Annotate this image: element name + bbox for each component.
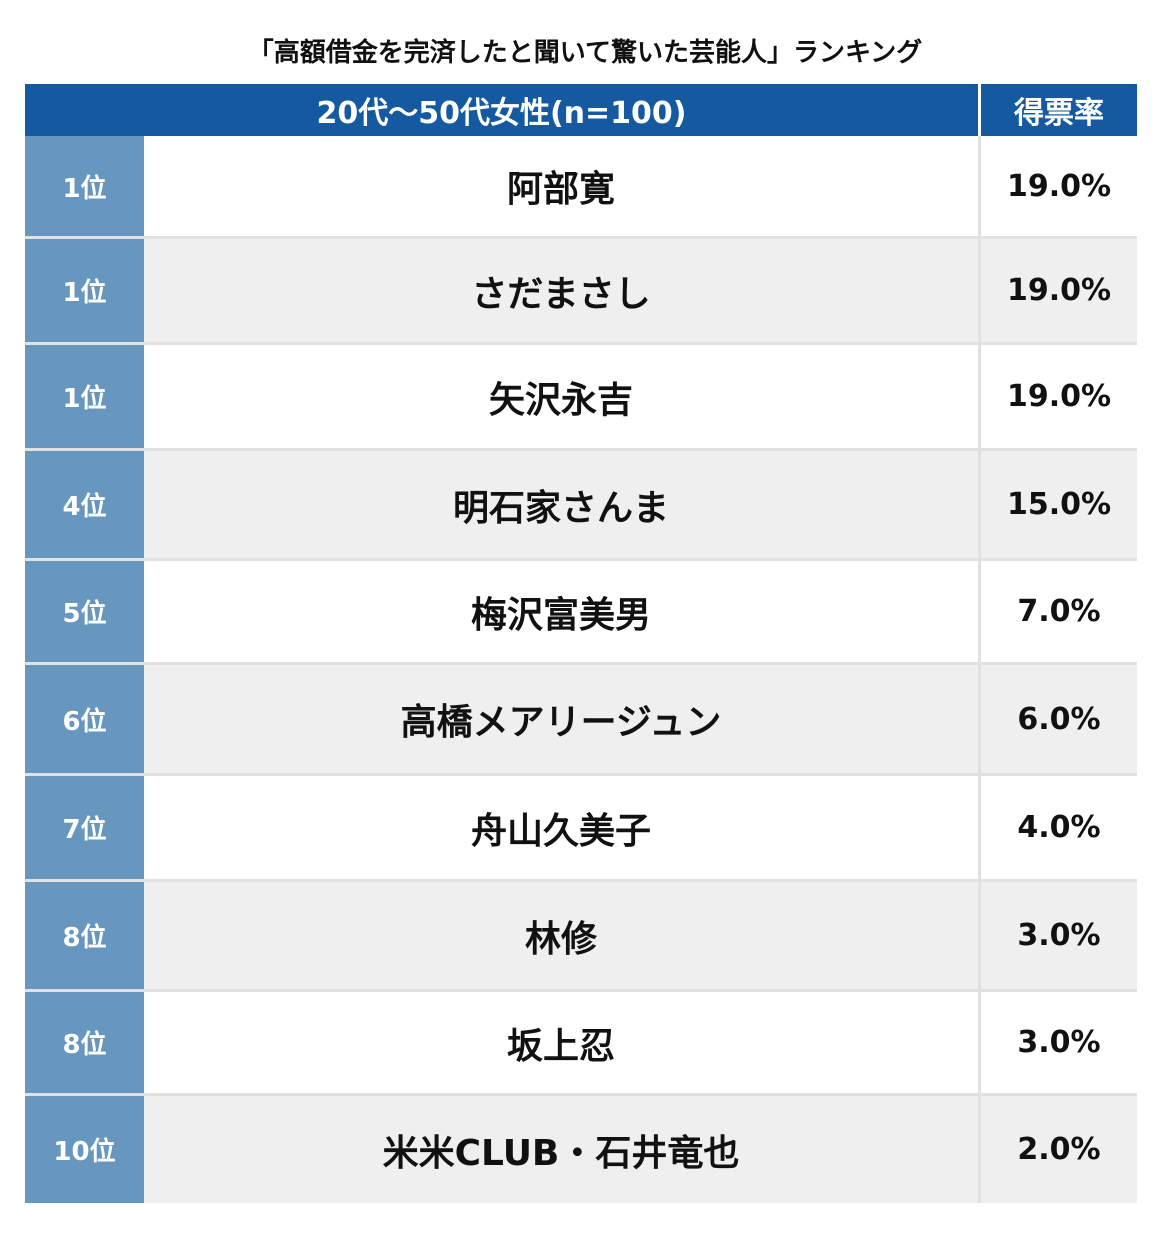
table-row: 6位 高橋メアリージュン 6.0% bbox=[25, 662, 1137, 773]
rank-cell: 8位 bbox=[25, 882, 144, 989]
table-row: 10位 米米CLUB・石井竜也 2.0% bbox=[25, 1093, 1137, 1203]
table-row: 1位 阿部寛 19.0% bbox=[25, 136, 1137, 236]
table-row: 7位 舟山久美子 4.0% bbox=[25, 773, 1137, 879]
rank-cell: 1位 bbox=[25, 136, 144, 236]
name-cell: 林修 bbox=[144, 882, 981, 989]
rank-cell: 1位 bbox=[25, 345, 144, 448]
name-cell: 明石家さんま bbox=[144, 451, 981, 558]
table-row: 8位 林修 3.0% bbox=[25, 879, 1137, 989]
share-cell: 19.0% bbox=[981, 239, 1137, 342]
share-cell: 6.0% bbox=[981, 665, 1137, 773]
rank-cell: 10位 bbox=[25, 1096, 144, 1203]
table-row: 4位 明石家さんま 15.0% bbox=[25, 448, 1137, 558]
header-respondents: 20代〜50代女性(n=100) bbox=[25, 84, 981, 136]
share-cell: 3.0% bbox=[981, 882, 1137, 989]
chart-title: 「高額借金を完済したと聞いて驚いた芸能人」ランキング bbox=[247, 38, 923, 68]
name-cell: 阿部寛 bbox=[144, 136, 981, 236]
share-cell: 7.0% bbox=[981, 561, 1137, 662]
name-cell: さだまさし bbox=[144, 239, 981, 342]
rank-cell: 4位 bbox=[25, 451, 144, 558]
share-cell: 3.0% bbox=[981, 992, 1137, 1093]
rank-cell: 8位 bbox=[25, 992, 144, 1093]
ranking-table: 20代〜50代女性(n=100) 得票率 1位 阿部寛 19.0% 1位 さだまさし 19… bbox=[25, 84, 1137, 1203]
rank-cell: 5位 bbox=[25, 561, 144, 662]
rank-cell: 7位 bbox=[25, 776, 144, 879]
table-row: 5位 梅沢富美男 7.0% bbox=[25, 558, 1137, 662]
rank-cell: 6位 bbox=[25, 665, 144, 773]
table-row: 8位 坂上忍 3.0% bbox=[25, 989, 1137, 1093]
share-cell: 15.0% bbox=[981, 451, 1137, 558]
name-cell: 坂上忍 bbox=[144, 992, 981, 1093]
name-cell: 舟山久美子 bbox=[144, 776, 981, 879]
table-row: 1位 矢沢永吉 19.0% bbox=[25, 342, 1137, 448]
share-cell: 2.0% bbox=[981, 1096, 1137, 1203]
name-cell: 高橋メアリージュン bbox=[144, 665, 981, 773]
table-header: 20代〜50代女性(n=100) 得票率 bbox=[25, 84, 1137, 136]
table-body: 1位 阿部寛 19.0% 1位 さだまさし 19.0% 1位 矢沢永吉 19.0% 4位 明石家さん… bbox=[25, 136, 1137, 1203]
name-cell: 米米CLUB・石井竜也 bbox=[144, 1096, 981, 1203]
share-cell: 19.0% bbox=[981, 345, 1137, 448]
share-cell: 4.0% bbox=[981, 776, 1137, 879]
header-share: 得票率 bbox=[1014, 96, 1104, 131]
name-cell: 矢沢永吉 bbox=[144, 345, 981, 448]
table-row: 1位 さだまさし 19.0% bbox=[25, 236, 1137, 342]
name-cell: 梅沢富美男 bbox=[144, 561, 981, 662]
rank-cell: 1位 bbox=[25, 239, 144, 342]
share-cell: 19.0% bbox=[981, 136, 1137, 236]
